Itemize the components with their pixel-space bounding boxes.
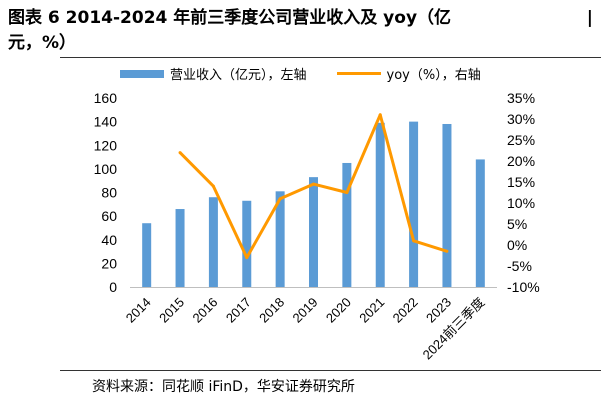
legend-item-yoy: yoy（%），右轴 [336, 64, 481, 83]
left-axis-tick-label: 100 [94, 161, 118, 177]
legend-label-yoy: yoy（%），右轴 [386, 68, 481, 83]
x-axis-tick-label: 2019 [290, 295, 321, 326]
bar-revenue [242, 200, 252, 287]
yoy-point [378, 113, 382, 117]
bar-revenue [309, 177, 318, 287]
left-axis-tick-label: 0 [109, 279, 117, 295]
yoy-point [412, 239, 416, 243]
bottom-rule [60, 370, 601, 371]
right-axis-tick-label: 10% [507, 195, 535, 211]
right-axis-tick-label: 25% [507, 132, 535, 148]
bar-revenue [175, 209, 185, 287]
right-axis-tick-label: 20% [507, 153, 535, 169]
bar-revenue [375, 122, 385, 288]
x-axis-tick-label: 2015 [156, 295, 187, 326]
left-axis-tick-label: 80 [101, 185, 117, 201]
yoy-point [245, 256, 249, 260]
bar-revenue [208, 197, 218, 287]
yoy-point [345, 191, 349, 194]
right-axis-tick-label: -5% [507, 258, 532, 274]
right-axis-tick-label: 35% [507, 90, 535, 106]
x-axis-tick-label: 2018 [256, 295, 287, 326]
bar-revenue [142, 223, 152, 287]
legend-label-revenue: 营业收入（亿元），左轴 [170, 68, 307, 83]
chart-title-line2: 元，%） [8, 33, 77, 53]
yoy-point [312, 182, 315, 186]
x-axis-tick-label: 2022 [390, 295, 421, 326]
x-axis-tick-label: 2014 [123, 295, 154, 326]
legend-item-revenue: 营业收入（亿元），左轴 [120, 64, 307, 83]
x-axis-tick-label: 2021 [356, 295, 387, 326]
x-axis-tick-label: 2016 [189, 295, 220, 326]
yoy-point [445, 249, 449, 253]
top-rule [60, 57, 601, 58]
legend: 营业收入（亿元），左轴 yoy（%），右轴 [120, 64, 511, 83]
legend-swatch-bar [120, 69, 164, 78]
source-note: 资料来源：同花顺 iFinD，华安证券研究所 [92, 379, 355, 395]
right-axis-tick-label: 5% [507, 216, 527, 232]
legend-swatch-line [336, 72, 381, 75]
right-axis-tick-label: -10% [507, 279, 540, 295]
left-axis-tick-label: 40 [101, 232, 117, 248]
x-axis-tick-label: 2020 [323, 295, 354, 326]
yoy-point [178, 151, 182, 155]
left-axis-tick-label: 140 [94, 114, 118, 130]
chart-title-line1: 图表 6 2014-2024 年前三季度公司营业收入及 yoy（亿 [8, 8, 452, 28]
bar-revenue [409, 121, 419, 287]
left-axis-tick-label: 120 [94, 137, 118, 153]
left-axis-tick-label: 160 [94, 90, 118, 106]
yoy-point [278, 197, 282, 201]
right-axis-tick-label: 0% [507, 237, 527, 253]
title-edge-mark: | [586, 8, 593, 28]
yoy-point [211, 184, 215, 188]
right-axis-tick-label: 30% [507, 111, 535, 127]
left-axis-tick-label: 60 [101, 208, 117, 224]
right-axis-tick-label: 15% [507, 174, 535, 190]
bar-revenue [442, 123, 452, 287]
bar-revenue [275, 191, 285, 287]
bar-revenue [475, 159, 485, 287]
left-axis-tick-label: 20 [101, 255, 117, 271]
bar-revenue [342, 162, 352, 287]
chart-title: 图表 6 2014-2024 年前三季度公司营业收入及 yoy（亿 元，%） [8, 6, 593, 56]
x-axis-tick-label: 2017 [223, 295, 254, 326]
